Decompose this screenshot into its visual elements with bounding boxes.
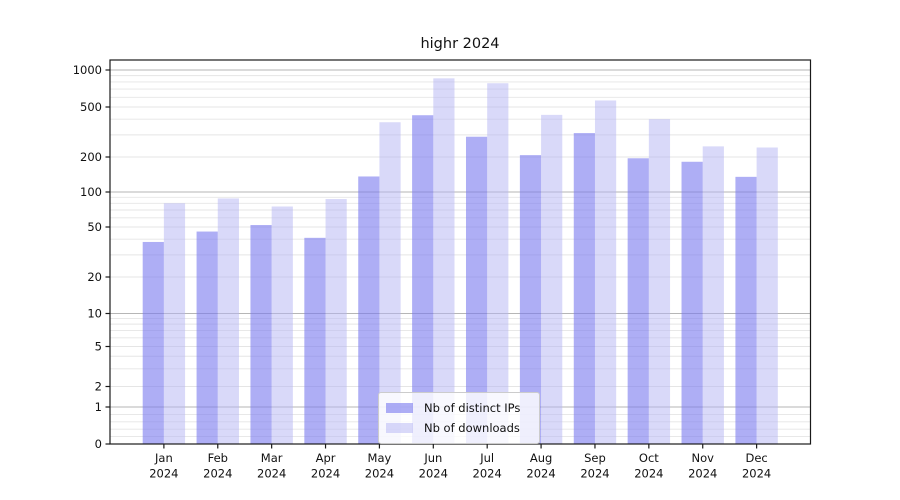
bar-distinct-ips-dec — [735, 176, 757, 444]
bar-downloads-feb — [217, 198, 239, 444]
bar-distinct-ips-apr — [304, 237, 326, 444]
y-tick-label: 100 — [80, 185, 102, 199]
bar-downloads-dec — [756, 147, 778, 444]
y-tick-label: 1 — [95, 400, 102, 414]
y-tick-label: 50 — [87, 220, 102, 234]
x-tick-label: Apr 2024 — [311, 451, 340, 481]
y-tick-label: 20 — [87, 270, 102, 284]
legend-item-downloads: Nb of downloads — [386, 419, 531, 436]
y-tick-label: 1000 — [73, 63, 102, 77]
bar-distinct-ips-nov — [681, 161, 703, 445]
bar-distinct-ips-aug — [519, 155, 542, 444]
bar-distinct-ips-oct — [627, 158, 649, 444]
x-tick-label: Mar 2024 — [257, 451, 286, 481]
bar-downloads-mar — [271, 206, 293, 444]
x-tick-label: Sep 2024 — [580, 451, 609, 481]
legend-label-distinct-ips: Nb of distinct IPs — [424, 400, 521, 415]
bar-distinct-ips-feb — [196, 231, 218, 444]
legend: Nb of distinct IPs Nb of downloads — [378, 392, 540, 444]
x-tick-label: Jun 2024 — [419, 451, 448, 481]
legend-label-downloads: Nb of downloads — [424, 420, 520, 435]
bar-downloads-jul — [487, 83, 509, 445]
y-tick-label: 2 — [95, 380, 102, 394]
y-tick-label: 500 — [80, 100, 102, 114]
bar-downloads-sep — [594, 100, 617, 444]
bar-downloads-jan — [163, 203, 186, 444]
bar-downloads-apr — [325, 199, 347, 444]
bar-downloads-nov — [702, 146, 724, 444]
legend-item-distinct-ips: Nb of distinct IPs — [386, 399, 531, 416]
bar-distinct-ips-jan — [142, 241, 164, 444]
x-tick-label: May 2024 — [365, 451, 394, 481]
y-tick-label: 10 — [87, 307, 102, 321]
bar-distinct-ips-sep — [573, 133, 595, 444]
x-tick-label: Feb 2024 — [203, 451, 232, 481]
legend-swatch-downloads — [386, 422, 413, 433]
legend-swatch-distinct-ips — [386, 402, 413, 413]
plot-border — [109, 59, 812, 445]
x-tick-label: Jul 2024 — [473, 451, 502, 481]
bar-distinct-ips-mar — [250, 225, 272, 444]
x-tick-label: Nov 2024 — [688, 451, 717, 481]
x-tick-label: Dec 2024 — [742, 451, 771, 481]
bar-distinct-ips-may — [358, 176, 380, 445]
y-tick-label: 5 — [95, 340, 102, 354]
bar-distinct-ips-jun — [412, 115, 434, 445]
bar-downloads-aug — [541, 114, 563, 444]
y-tick-label: 200 — [80, 150, 102, 164]
bar-downloads-oct — [648, 119, 671, 445]
bar-downloads-may — [379, 122, 401, 445]
x-tick-label: Oct 2024 — [634, 451, 663, 481]
bar-distinct-ips-jul — [465, 136, 488, 444]
bar-downloads-jun — [433, 78, 455, 445]
y-tick-label: 0 — [95, 437, 102, 451]
x-tick-label: Aug 2024 — [526, 451, 555, 481]
x-tick-label: Jan 2024 — [149, 451, 178, 481]
page-title: highr 2024 — [420, 36, 500, 52]
